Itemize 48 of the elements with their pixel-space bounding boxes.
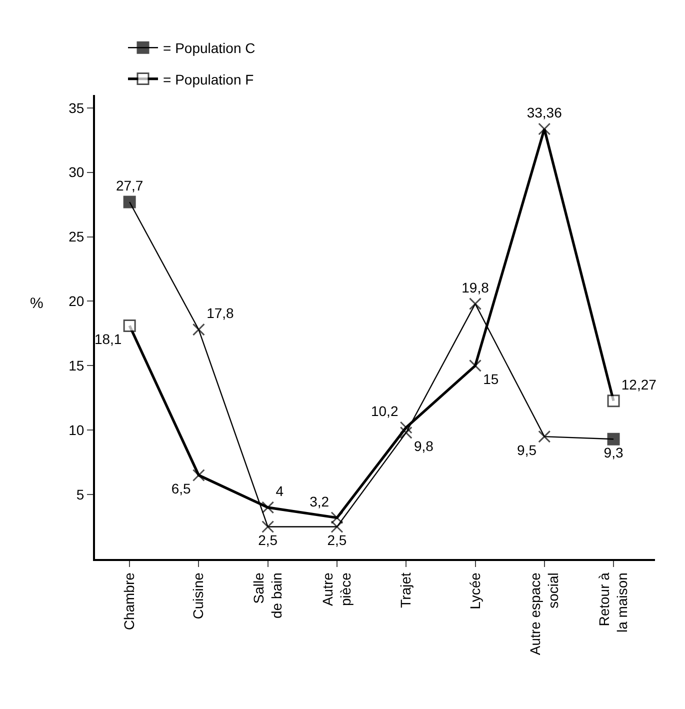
point bbox=[192, 468, 205, 482]
y-tick-label: 5 bbox=[76, 486, 84, 502]
point bbox=[330, 512, 344, 524]
data-label: 2,5 bbox=[258, 532, 278, 548]
point bbox=[192, 323, 205, 336]
point bbox=[123, 319, 136, 332]
x-tick-label: Trajet bbox=[398, 572, 414, 608]
point bbox=[400, 426, 412, 439]
data-label: 12,27 bbox=[621, 376, 657, 392]
data-label: 6,5 bbox=[171, 480, 192, 497]
x-tick-label: Salle de bain bbox=[250, 572, 284, 619]
point bbox=[262, 501, 274, 514]
x-tick-label: Cuisine bbox=[190, 572, 206, 620]
point bbox=[330, 520, 344, 534]
y-axis-title: % bbox=[30, 295, 44, 312]
data-label: 3,2 bbox=[310, 493, 330, 510]
data-label: 9,8 bbox=[414, 438, 434, 454]
point bbox=[607, 394, 620, 408]
y-tick-label: 35 bbox=[68, 100, 84, 116]
y-tick-label: 15 bbox=[68, 358, 84, 374]
data-label: 27,7 bbox=[116, 178, 144, 194]
legend-label: = Population C bbox=[163, 40, 256, 56]
y-tick-label: 20 bbox=[68, 293, 84, 310]
data-label: 4 bbox=[276, 483, 284, 500]
data-label: 15 bbox=[483, 371, 499, 388]
data-label: 9,3 bbox=[604, 444, 624, 461]
y-tick-label: 30 bbox=[68, 164, 84, 180]
data-label: 2,5 bbox=[327, 532, 347, 548]
point bbox=[538, 122, 551, 136]
point bbox=[469, 359, 482, 372]
point bbox=[538, 430, 551, 443]
legend-label: = Population F bbox=[163, 71, 254, 88]
x-tick-label: Autre pièce bbox=[319, 572, 354, 606]
point bbox=[123, 196, 136, 208]
data-label: 33,36 bbox=[526, 104, 562, 121]
data-label: 18,1 bbox=[94, 331, 122, 348]
data-label: 19,8 bbox=[462, 279, 490, 296]
x-tick-label: Lycée bbox=[466, 572, 483, 610]
x-tick-label: Chambre bbox=[121, 572, 138, 630]
data-label: 9,5 bbox=[517, 442, 537, 458]
data-label: 17,8 bbox=[206, 305, 234, 322]
data-label: 10,2 bbox=[370, 403, 398, 420]
y-tick-label: 25 bbox=[68, 228, 84, 245]
point bbox=[469, 298, 482, 310]
point bbox=[607, 432, 620, 446]
y-tick-label: 10 bbox=[68, 422, 84, 438]
point bbox=[262, 520, 274, 534]
x-tick-label: Autre espace social bbox=[526, 572, 562, 656]
